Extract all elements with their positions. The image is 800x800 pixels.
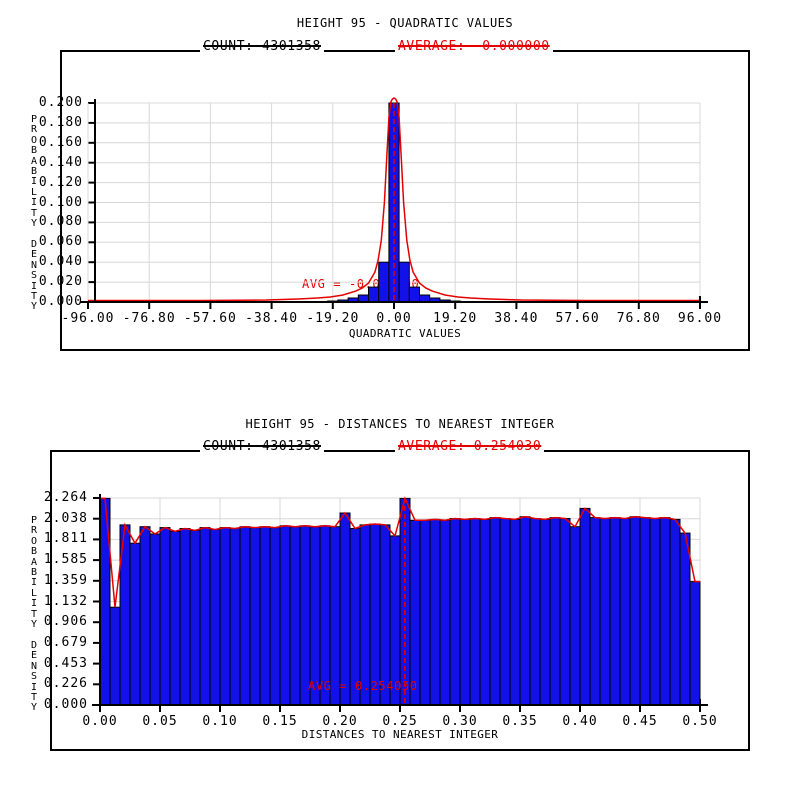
x-axis-title: QUADRATIC VALUES xyxy=(348,327,462,340)
distance-chart-frame xyxy=(50,450,750,751)
average-label: AVERAGE: 0.254030 xyxy=(395,439,545,454)
chart-title: HEIGHT 95 - QUADRATIC VALUES xyxy=(296,16,514,30)
average-label: AVERAGE: -0.000000 xyxy=(395,39,553,54)
quadratic-chart-frame xyxy=(60,50,750,351)
count-label: COUNT: 4301358 xyxy=(200,39,324,54)
chart-title: HEIGHT 95 - DISTANCES TO NEAREST INTEGER xyxy=(245,417,555,431)
avg-annotation: AVG = 0.254030 xyxy=(308,679,418,693)
avg-annotation: AVG = -0.000000 xyxy=(302,277,420,291)
count-label: COUNT: 4301358 xyxy=(200,439,324,454)
x-axis-title: DISTANCES TO NEAREST INTEGER xyxy=(301,728,499,741)
